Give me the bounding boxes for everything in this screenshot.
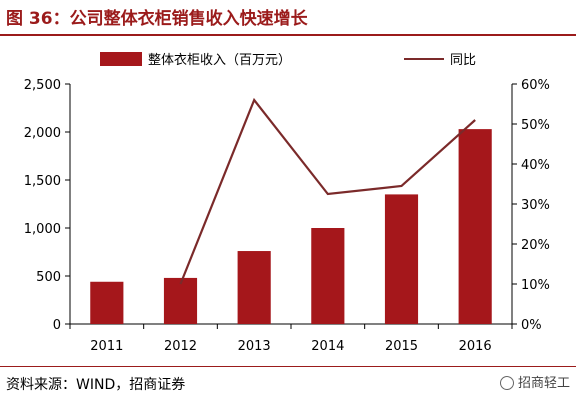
bar	[458, 129, 492, 324]
axes: 0 500 1,000 1,500 2,000 2,500 0% 10% 20% 30% 40% 50…	[24, 78, 550, 354]
y-right-tick-label: 40%	[521, 158, 550, 173]
source-note: 资料来源：WIND，招商证券	[6, 377, 186, 393]
x-tick-label: 2013	[238, 339, 271, 354]
y-left-tick-label: 2,000	[24, 126, 61, 141]
y-left-tick-label: 0	[53, 318, 61, 333]
x-tick-label: 2012	[164, 339, 197, 354]
line-series	[179, 97, 476, 285]
bar	[163, 277, 198, 324]
y-left-tick-label: 1,000	[24, 222, 61, 237]
y-right-tick-label: 50%	[521, 118, 550, 133]
title-divider	[0, 34, 576, 36]
x-tick-label: 2015	[385, 339, 418, 354]
y-left-tick-label: 1,500	[24, 174, 61, 189]
bar	[384, 194, 419, 324]
y-right-tick-label: 0%	[521, 318, 542, 333]
legend: 整体衣柜收入（百万元） 同比	[100, 52, 476, 68]
legend-bar-label: 整体衣柜收入（百万元）	[148, 52, 291, 68]
bar	[237, 251, 271, 324]
bar	[90, 281, 124, 324]
wechat-icon	[499, 376, 514, 390]
chart-title: 图 36：公司整体衣柜销售收入快速增长	[6, 9, 308, 29]
x-tick-label: 2014	[311, 339, 344, 354]
bar-series	[90, 129, 492, 324]
y-right-tick-label: 30%	[521, 198, 550, 213]
x-tick-label: 2016	[459, 339, 492, 354]
footer-divider	[0, 366, 576, 367]
y-right-tick-label: 10%	[521, 278, 550, 293]
legend-line-label: 同比	[450, 53, 476, 68]
y-left-tick-label: 500	[36, 270, 61, 285]
bar	[311, 228, 345, 324]
x-tick-label: 2011	[90, 339, 123, 354]
watermark-text: 招商轻工	[517, 376, 570, 391]
yoy-line	[179, 97, 476, 285]
legend-bar-swatch	[100, 52, 142, 66]
y-right-tick-label: 60%	[521, 78, 550, 93]
y-left-tick-label: 2,500	[24, 78, 61, 93]
y-right-tick-label: 20%	[521, 238, 550, 253]
watermark: 招商轻工	[499, 372, 570, 391]
